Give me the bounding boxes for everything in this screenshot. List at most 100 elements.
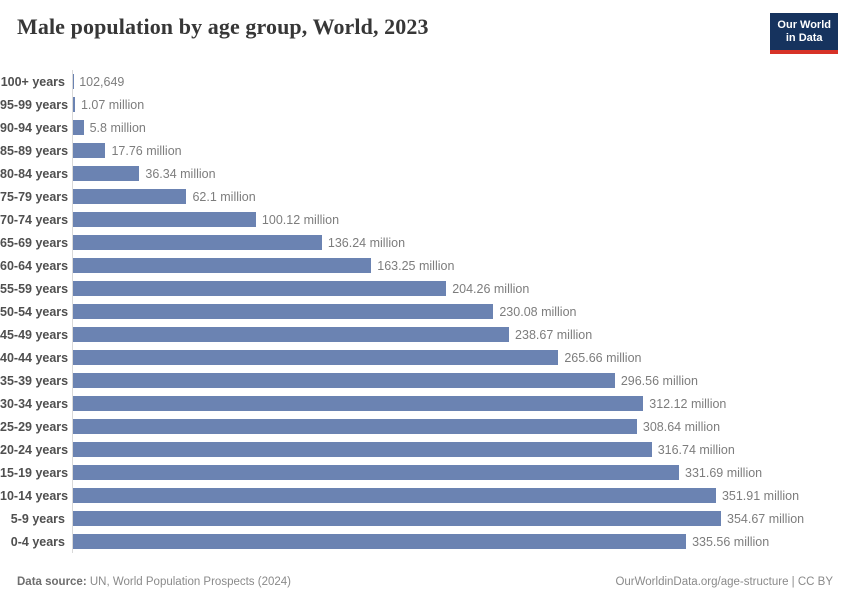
- bar-value-label: 265.66 million: [564, 350, 642, 365]
- header: Male population by age group, World, 202…: [0, 0, 850, 54]
- bar-value-label: 17.76 million: [111, 143, 182, 158]
- bar-track: 102,649: [72, 70, 721, 93]
- page-title: Male population by age group, World, 202…: [17, 14, 429, 39]
- chart-row: 10-14 years 351.91 million: [0, 484, 850, 507]
- bar-value-label: 230.08 million: [499, 304, 577, 319]
- bar-track: 1.07 million: [72, 93, 721, 116]
- chart-row: 100+ years 102,649: [0, 70, 850, 93]
- license-link[interactable]: OurWorldinData.org/age-structure | CC BY: [615, 576, 833, 588]
- bar[interactable]: [73, 235, 322, 250]
- bar-track: 354.67 million: [72, 507, 804, 530]
- bar-track: 204.26 million: [72, 277, 721, 300]
- chart-row: 15-19 years 331.69 million: [0, 461, 850, 484]
- chart-row: 90-94 years 5.8 million: [0, 116, 850, 139]
- category-label: 95-99 years: [0, 97, 69, 112]
- bar[interactable]: [73, 488, 716, 503]
- bar[interactable]: [73, 258, 372, 273]
- bar-value-label: 312.12 million: [649, 396, 727, 411]
- category-label: 100+ years: [0, 74, 65, 89]
- bar-value-label: 316.74 million: [657, 442, 735, 457]
- bar-value-label: 238.67 million: [515, 327, 593, 342]
- chart-rows: 100+ years 102,649 95-99 years 1.07 million…: [0, 70, 850, 553]
- chart-row: 55-59 years 204.26 million: [0, 277, 850, 300]
- bar[interactable]: [73, 534, 687, 549]
- bar-track: 238.67 million: [72, 323, 721, 346]
- bar[interactable]: [73, 120, 84, 135]
- bar[interactable]: [73, 281, 447, 296]
- bar[interactable]: [73, 143, 106, 158]
- chart-row: 5-9 years 354.67 million: [0, 507, 850, 530]
- bar[interactable]: [73, 442, 652, 457]
- bar[interactable]: [73, 511, 721, 526]
- category-label: 30-34 years: [0, 396, 69, 411]
- chart-row: 20-24 years 316.74 million: [0, 438, 850, 461]
- bar-track: 316.74 million: [72, 438, 735, 461]
- bar-track: 163.25 million: [72, 254, 721, 277]
- bar-chart: 100+ years 102,649 95-99 years 1.07 million…: [0, 70, 850, 553]
- bar[interactable]: [73, 212, 256, 227]
- chart-row: 40-44 years 265.66 million: [0, 346, 850, 369]
- bar-value-label: 163.25 million: [377, 258, 455, 273]
- bar-value-label: 335.56 million: [692, 534, 770, 549]
- chart-row: 45-49 years 238.67 million: [0, 323, 850, 346]
- bar-value-label: 5.8 million: [89, 120, 146, 135]
- bar-track: 331.69 million: [72, 461, 762, 484]
- bar[interactable]: [73, 166, 140, 181]
- bar[interactable]: [73, 350, 559, 365]
- category-label: 55-59 years: [0, 281, 69, 296]
- category-label: 60-64 years: [0, 258, 69, 273]
- bar-value-label: 62.1 million: [192, 189, 256, 204]
- bar-value-label: 136.24 million: [327, 235, 406, 250]
- category-label: 50-54 years: [0, 304, 69, 319]
- bar-value-label: 102,649: [79, 74, 125, 89]
- chart-row: 50-54 years 230.08 million: [0, 300, 850, 323]
- bar-track: 308.64 million: [72, 415, 721, 438]
- owid-logo-line2: in Data: [785, 32, 823, 44]
- bar-track: 351.91 million: [72, 484, 799, 507]
- category-label: 75-79 years: [0, 189, 69, 204]
- bar-value-label: 204.26 million: [452, 281, 530, 296]
- bar-value-label: 1.07 million: [80, 97, 145, 112]
- owid-logo: Our World in Data: [770, 13, 838, 54]
- category-label: 35-39 years: [0, 373, 69, 388]
- bar-track: 335.56 million: [72, 530, 769, 553]
- bar-track: 230.08 million: [72, 300, 721, 323]
- chart-row: 75-79 years 62.1 million: [0, 185, 850, 208]
- bar[interactable]: [73, 419, 637, 434]
- category-label: 45-49 years: [0, 327, 69, 342]
- category-label: 15-19 years: [0, 465, 69, 480]
- bar[interactable]: [73, 327, 510, 342]
- chart-row: 65-69 years 136.24 million: [0, 231, 850, 254]
- bar[interactable]: [73, 304, 494, 319]
- bar-track: 312.12 million: [72, 392, 726, 415]
- bar[interactable]: [73, 189, 187, 204]
- category-label: 65-69 years: [0, 235, 69, 250]
- chart-row: 30-34 years 312.12 million: [0, 392, 850, 415]
- bar-track: 5.8 million: [72, 116, 721, 139]
- bar[interactable]: [73, 97, 75, 112]
- chart-row: 35-39 years 296.56 million: [0, 369, 850, 392]
- footer: Data source: UN, World Population Prospe…: [0, 576, 850, 588]
- category-label: 40-44 years: [0, 350, 69, 365]
- bar-track: 296.56 million: [72, 369, 721, 392]
- chart-row: 25-29 years 308.64 million: [0, 415, 850, 438]
- bar-value-label: 351.91 million: [721, 488, 800, 503]
- bar[interactable]: [73, 396, 644, 411]
- bar-track: 265.66 million: [72, 346, 721, 369]
- bar-value-label: 354.67 million: [727, 511, 805, 526]
- owid-logo-line1: Our World: [777, 19, 831, 31]
- bar-track: 136.24 million: [72, 231, 721, 254]
- category-label: 25-29 years: [0, 419, 69, 434]
- chart-row: 60-64 years 163.25 million: [0, 254, 850, 277]
- bar-track: 17.76 million: [72, 139, 721, 162]
- bar[interactable]: [73, 373, 615, 388]
- chart-row: 70-74 years 100.12 million: [0, 208, 850, 231]
- category-label: 5-9 years: [10, 511, 65, 526]
- category-label: 90-94 years: [0, 120, 69, 135]
- category-label: 0-4 years: [10, 534, 65, 549]
- category-label: 85-89 years: [0, 143, 69, 158]
- bar[interactable]: [73, 465, 679, 480]
- category-label: 20-24 years: [0, 442, 69, 457]
- chart-row: 80-84 years 36.34 million: [0, 162, 850, 185]
